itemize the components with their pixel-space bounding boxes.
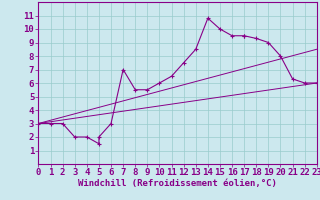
X-axis label: Windchill (Refroidissement éolien,°C): Windchill (Refroidissement éolien,°C) <box>78 179 277 188</box>
